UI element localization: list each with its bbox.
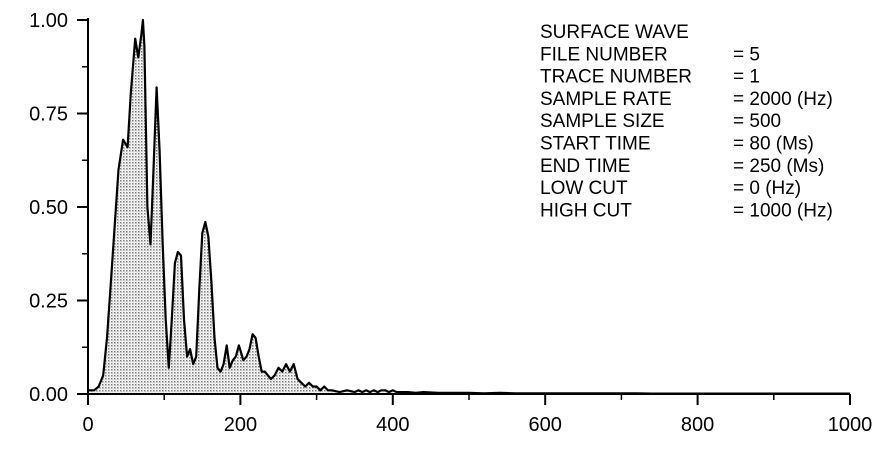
info-value: = 250 (Ms): [733, 156, 824, 177]
info-label: HIGH CUT: [540, 200, 632, 221]
info-label: LOW CUT: [540, 178, 628, 199]
info-value: = 0 (Hz): [733, 178, 801, 199]
x-tick-label: 400: [376, 414, 409, 436]
y-tick-label: 0.75: [29, 104, 68, 126]
info-heading: SURFACE WAVE: [540, 22, 689, 43]
info-label: FILE NUMBER: [540, 44, 668, 65]
info-label: END TIME: [540, 156, 630, 177]
x-tick-label: 200: [224, 414, 257, 436]
info-value: = 80 (Ms): [733, 134, 814, 155]
info-value: = 500: [733, 111, 781, 132]
info-value: = 1: [733, 67, 760, 88]
axes: 0 200 400 600 800 1000 0.00 0.25 0.50 0.75 1.00: [29, 10, 872, 436]
info-value: = 1000 (Hz): [733, 200, 833, 221]
y-tick-label: 0.50: [29, 197, 68, 219]
info-label: START TIME: [540, 134, 651, 155]
x-tick-label: 600: [529, 414, 562, 436]
info-label: TRACE NUMBER: [540, 67, 692, 88]
x-tick-label: 800: [681, 414, 714, 436]
info-value: = 5: [733, 44, 760, 65]
info-label: SAMPLE SIZE: [540, 111, 665, 132]
spectrum-fill: [88, 20, 850, 394]
info-label: SAMPLE RATE: [540, 89, 672, 110]
x-tick-label: 0: [82, 414, 93, 436]
x-tick-label: 1000: [828, 414, 873, 436]
y-tick-label: 0.00: [29, 384, 68, 406]
info-value: = 2000 (Hz): [733, 89, 833, 110]
y-tick-label: 1.00: [29, 10, 68, 32]
y-tick-label: 0.25: [29, 291, 68, 313]
